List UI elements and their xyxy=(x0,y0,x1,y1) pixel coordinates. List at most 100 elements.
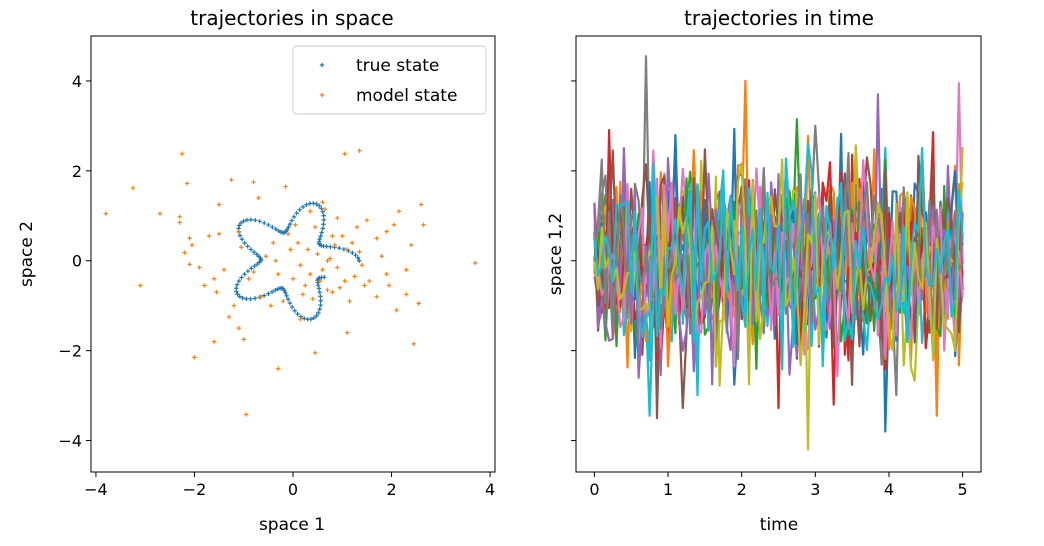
model-state-point xyxy=(349,240,355,245)
true-state-point xyxy=(237,223,242,228)
model-state-point xyxy=(288,247,293,252)
true-state-point xyxy=(266,222,271,228)
model-state-point xyxy=(268,303,274,308)
model-state-point xyxy=(197,265,202,270)
left-y-tick-label: 2 xyxy=(72,162,82,181)
right-x-tick-label: 2 xyxy=(737,480,747,499)
model-state-point xyxy=(320,200,325,205)
left-y-tick-label: 4 xyxy=(72,72,82,91)
model-state-point xyxy=(411,341,416,347)
model-state-point xyxy=(391,222,397,227)
true-state-point xyxy=(287,300,293,306)
model-state-point xyxy=(337,285,343,290)
model-state-point xyxy=(340,233,345,239)
true-state-point xyxy=(237,294,242,299)
left-y-axis-label: space 2 xyxy=(17,221,37,287)
model-state-point xyxy=(416,301,421,306)
right-y-ticks xyxy=(571,80,576,442)
true-state-point xyxy=(355,255,361,261)
true-state-point xyxy=(252,263,257,269)
model-state-point xyxy=(263,254,269,259)
model-state-point xyxy=(236,325,242,331)
model-state-point xyxy=(202,283,207,288)
right-x-tick-label: 0 xyxy=(589,480,599,499)
left-x-tick-label: −2 xyxy=(183,480,207,499)
model-state-point xyxy=(364,218,370,223)
true-state-point xyxy=(262,220,267,226)
true-state-point xyxy=(245,268,251,274)
true-state-point xyxy=(300,204,306,210)
true-state-point xyxy=(283,290,288,296)
model-state-point xyxy=(295,240,301,245)
left-plot-title: trajectories in space xyxy=(190,6,393,30)
true-state-point xyxy=(241,218,246,224)
model-state-point xyxy=(300,292,306,297)
true-state-point xyxy=(266,291,271,296)
model-state-point xyxy=(308,272,313,277)
model-state-point xyxy=(207,233,212,239)
left-x-tick-label: 2 xyxy=(386,480,396,499)
model-state-point xyxy=(335,215,340,221)
model-state-point xyxy=(103,211,108,216)
model-state-point xyxy=(394,307,399,313)
model-state-point xyxy=(344,247,350,252)
legend-label-true-state: true state xyxy=(356,56,439,76)
model-state-point xyxy=(374,294,379,299)
model-state-point xyxy=(312,224,318,230)
true-state-point xyxy=(238,220,244,226)
legend-label-model-state: model state xyxy=(356,86,457,106)
model-state-point xyxy=(310,296,315,302)
true-state-point xyxy=(316,286,322,291)
model-state-point xyxy=(192,355,197,360)
right-plot-lines xyxy=(593,55,964,451)
model-state-point xyxy=(354,224,360,230)
model-state-point xyxy=(409,242,414,248)
true-state-point xyxy=(291,214,297,220)
left-x-tick-label: 0 xyxy=(288,480,298,499)
model-state-point xyxy=(303,283,308,288)
model-state-point xyxy=(342,151,347,156)
model-state-point xyxy=(157,211,163,216)
model-state-point xyxy=(179,151,185,156)
model-state-point xyxy=(312,350,318,356)
legend-box xyxy=(292,45,487,115)
left-x-axis-label: space 1 xyxy=(259,515,325,535)
true-state-point xyxy=(248,296,253,302)
model-state-point xyxy=(177,214,182,219)
right-plot-title: trajectories in time xyxy=(684,6,874,30)
true-state-point xyxy=(275,286,281,292)
true-state-point xyxy=(294,210,299,216)
model-state-point xyxy=(211,276,217,281)
left-y-tick-label: −4 xyxy=(58,432,82,451)
model-state-point xyxy=(130,185,136,191)
model-state-point xyxy=(332,242,338,248)
model-state-point xyxy=(187,236,192,241)
model-state-point xyxy=(320,267,325,272)
true-state-point xyxy=(314,201,319,207)
model-state-point xyxy=(362,283,367,288)
model-state-point xyxy=(315,251,320,257)
left-y-tick-label: −2 xyxy=(58,342,82,361)
true-state-point xyxy=(318,302,323,308)
true-state-point xyxy=(284,293,289,299)
model-state-point xyxy=(327,256,333,261)
model-state-point xyxy=(421,222,426,227)
model-state-point xyxy=(214,290,219,295)
model-state-point xyxy=(384,272,389,277)
true-state-point xyxy=(237,233,243,238)
model-state-point xyxy=(276,272,281,277)
true-state-point xyxy=(320,226,325,231)
true-state-point xyxy=(276,228,281,234)
true-state-point xyxy=(248,217,254,222)
right-x-axis-label: time xyxy=(760,515,798,535)
true-state-point xyxy=(252,296,258,301)
true-state-point xyxy=(353,252,358,258)
model-state-point xyxy=(298,263,303,268)
model-state-point xyxy=(246,276,251,281)
true-state-point xyxy=(253,217,258,223)
right-plot-frame xyxy=(575,35,982,473)
true-state-point xyxy=(318,233,323,239)
model-state-point xyxy=(473,260,478,266)
true-state-point xyxy=(289,218,295,223)
